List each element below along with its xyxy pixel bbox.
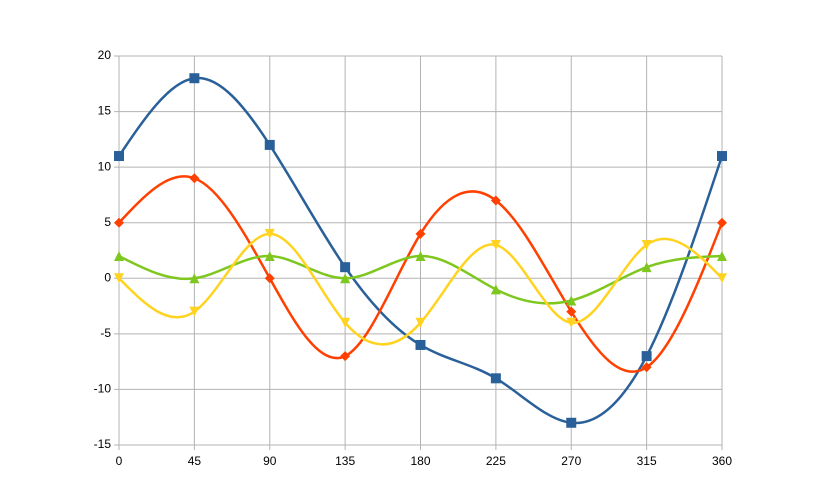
point-marker — [490, 195, 501, 206]
point-marker — [490, 373, 501, 384]
y-tick-label: -5 — [100, 326, 111, 340]
point-marker — [189, 273, 200, 284]
point-marker — [415, 251, 426, 262]
point-marker — [114, 151, 124, 162]
point-marker — [340, 317, 351, 328]
point-marker — [490, 239, 501, 250]
point-marker — [566, 295, 577, 306]
point-marker — [641, 239, 652, 250]
x-tick-label: 0 — [116, 454, 123, 468]
point-marker — [264, 139, 275, 150]
point-marker — [415, 317, 426, 328]
x-tick-label: 315 — [637, 454, 657, 468]
point-marker — [490, 284, 501, 295]
point-marker — [264, 273, 275, 284]
point-marker — [114, 251, 124, 262]
point-marker — [641, 351, 652, 362]
point-marker — [641, 262, 652, 273]
series — [114, 173, 727, 373]
series — [114, 73, 727, 428]
y-tick-label: 0 — [104, 270, 111, 284]
y-tick-label: 15 — [98, 104, 112, 118]
point-marker — [415, 339, 426, 350]
y-tick-label: -15 — [94, 437, 112, 451]
point-marker — [114, 217, 124, 228]
y-tick-label: -10 — [94, 382, 112, 396]
y-tick-label: 20 — [98, 48, 112, 62]
point-marker — [717, 151, 727, 162]
point-marker — [717, 251, 727, 262]
point-marker — [189, 73, 200, 84]
point-marker — [189, 306, 200, 317]
point-marker — [189, 173, 200, 184]
x-tick-label: 135 — [335, 454, 355, 468]
x-tick-label: 270 — [561, 454, 581, 468]
point-marker — [340, 273, 351, 284]
point-marker — [717, 217, 727, 228]
point-marker — [340, 262, 351, 273]
series — [114, 228, 727, 346]
x-tick-label: 225 — [486, 454, 506, 468]
point-marker — [114, 273, 124, 284]
y-tick-label: 5 — [104, 215, 111, 229]
series — [114, 251, 727, 306]
point-marker — [264, 251, 275, 262]
y-tick-label: 10 — [98, 159, 112, 173]
point-marker — [340, 351, 351, 362]
point-marker — [566, 417, 577, 428]
point-marker — [641, 362, 652, 373]
x-tick-label: 180 — [410, 454, 430, 468]
point-marker — [566, 317, 577, 328]
x-tick-label: 90 — [263, 454, 277, 468]
point-marker — [717, 273, 727, 284]
point-marker — [566, 306, 577, 317]
x-tick-label: 45 — [188, 454, 202, 468]
point-marker — [415, 228, 426, 239]
point-marker — [264, 228, 275, 239]
x-tick-label: 360 — [712, 454, 732, 468]
